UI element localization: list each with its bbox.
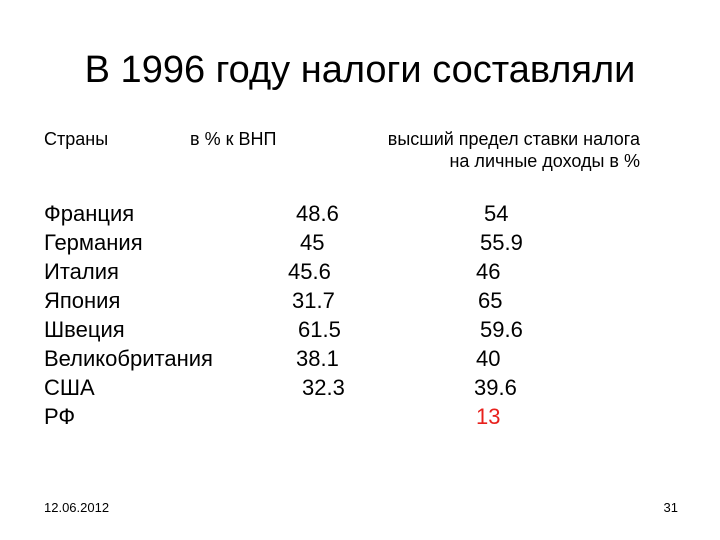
- country-name: Япония: [44, 288, 121, 313]
- header-max-tax-rate-line2: на личные доходы в %: [449, 151, 640, 171]
- gnp-value: 38.1: [296, 346, 339, 371]
- rate-value-highlighted: 13: [476, 404, 501, 429]
- header-max-tax-rate-line1: высший предел ставки налога: [387, 129, 640, 149]
- rate-value: 59.6: [480, 317, 523, 342]
- country-name: Германия: [44, 230, 143, 255]
- footer-date: 12.06.2012: [44, 500, 110, 515]
- table-row: США 32.3 39.6: [0, 373, 720, 402]
- country-name: Италия: [44, 259, 119, 284]
- rate-value: 54: [484, 201, 509, 226]
- table-row: Франция 48.6 54: [0, 199, 720, 228]
- gnp-value: 32.3: [302, 375, 345, 400]
- rate-value: 39.6: [474, 375, 517, 400]
- rate-value: 40: [476, 346, 501, 371]
- gnp-value: 45: [300, 230, 325, 255]
- rate-value: 55.9: [480, 230, 523, 255]
- gnp-value: 31.7: [292, 288, 335, 313]
- gnp-value: 61.5: [298, 317, 341, 342]
- slide-title: В 1996 году налоги составляли: [84, 49, 636, 91]
- table-row: Италия 45.6 46: [0, 257, 720, 286]
- header-max-tax-rate: высший предел ставки налога на личные до…: [330, 128, 640, 172]
- gnp-value: 48.6: [296, 201, 339, 226]
- tax-table: Франция 48.6 54 Германия 45 55.9 Италия …: [0, 199, 720, 431]
- rate-value: 46: [476, 259, 501, 284]
- country-name: Великобритания: [44, 346, 213, 371]
- table-row: Швеция 61.5 59.6: [0, 315, 720, 344]
- table-row: Великобритания 38.1 40: [0, 344, 720, 373]
- rate-value: 65: [478, 288, 503, 313]
- country-name: РФ: [44, 404, 76, 429]
- header-countries: Страны: [44, 129, 109, 149]
- gnp-value: 45.6: [288, 259, 331, 284]
- country-name: Франция: [44, 201, 135, 226]
- table-row: Япония 31.7 65: [0, 286, 720, 315]
- country-name: Швеция: [44, 317, 125, 342]
- page-number: 31: [663, 500, 678, 515]
- table-row: РФ 13: [0, 402, 720, 431]
- country-name: США: [44, 375, 95, 400]
- header-gnp-percent: в % к ВНП: [190, 129, 277, 149]
- table-row: Германия 45 55.9: [0, 228, 720, 257]
